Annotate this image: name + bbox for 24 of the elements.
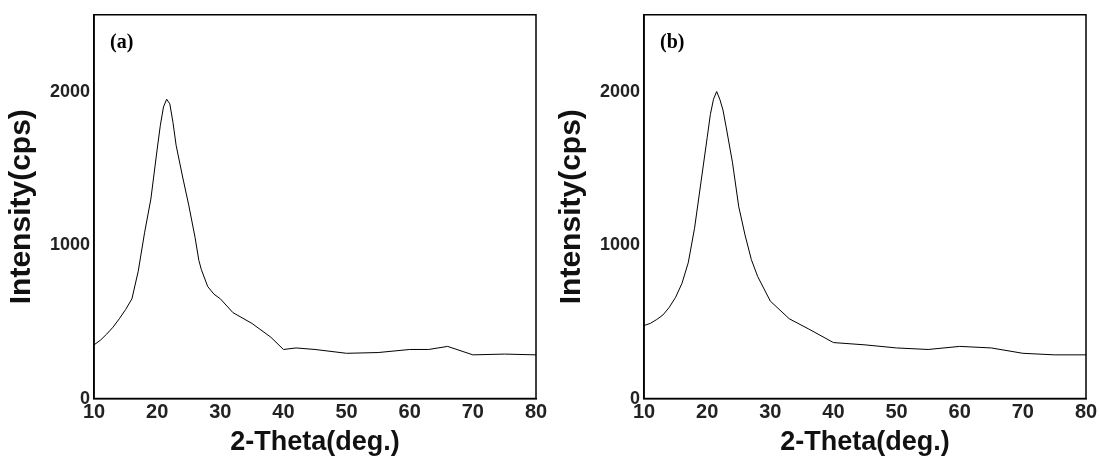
y-tick-label: 2000	[50, 80, 91, 101]
y-axis-title: Intensity(cps)	[3, 109, 37, 305]
x-tick-label: 70	[461, 400, 484, 423]
y-tick-label: 2000	[600, 80, 641, 101]
x-tick-label: 30	[209, 400, 232, 423]
x-tick-label: 60	[398, 400, 421, 423]
x-tick-label: 50	[885, 400, 908, 423]
x-tick-label: 30	[759, 400, 782, 423]
x-tick-label: 60	[948, 400, 971, 423]
x-tick-label: 40	[272, 400, 295, 423]
x-tick-label: 80	[1074, 400, 1098, 423]
x-tick-label: 20	[696, 400, 719, 423]
y-tick-label: 1000	[600, 234, 641, 255]
x-axis-title: 2-Theta(deg.)	[780, 426, 950, 457]
annotation: (b)	[660, 29, 685, 53]
x-axis-title: 2-Theta(deg.)	[230, 426, 400, 457]
x-tick-label: 20	[146, 400, 169, 423]
annotation: (a)	[110, 29, 134, 53]
x-tick-label: 70	[1011, 400, 1034, 423]
y-axis-title: Intensity(cps)	[553, 109, 587, 305]
x-tick-label: 40	[822, 400, 845, 423]
y-tick-label: 1000	[50, 234, 91, 255]
x-tick-label: 80	[524, 400, 548, 423]
x-tick-label: 50	[335, 400, 358, 423]
